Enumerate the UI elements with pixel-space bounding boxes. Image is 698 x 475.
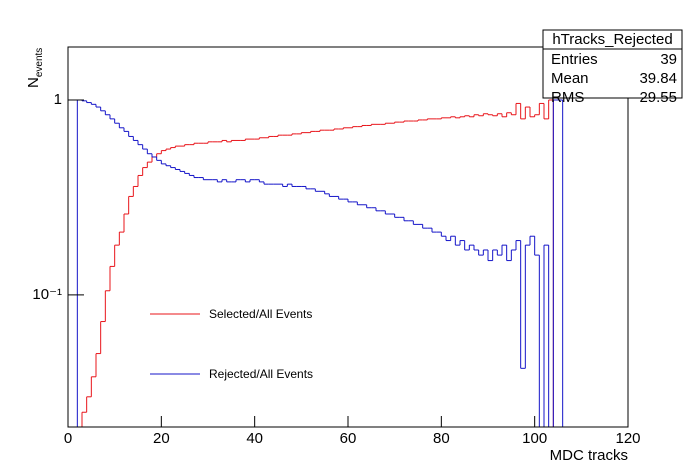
x-tick-label: 40 xyxy=(246,430,263,447)
x-tick-label: 120 xyxy=(615,430,640,447)
x-axis-label: MDC tracks xyxy=(550,447,628,464)
y-tick-label: 10⁻¹ xyxy=(32,286,62,303)
stats-key: Mean xyxy=(551,70,589,87)
y-tick-label: 1 xyxy=(54,91,62,108)
stats-frame xyxy=(542,29,683,99)
x-tick-label: 80 xyxy=(433,430,450,447)
legend-label: Rejected/All Events xyxy=(209,367,313,381)
stats-box: hTracks_Rejected Entries 39 Mean 39.84 RMS 29.… xyxy=(542,29,683,106)
y-label-sub: events xyxy=(34,48,45,77)
plot-area xyxy=(76,99,564,427)
stats-key: RMS xyxy=(551,89,584,106)
y-axis-label: Nevents xyxy=(25,48,45,88)
stats-key: Entries xyxy=(551,51,598,68)
stats-title: hTracks_Rejected xyxy=(552,31,672,48)
x-tick-label: 60 xyxy=(340,430,357,447)
stats-value: 39 xyxy=(660,51,677,68)
x-tick-label: 100 xyxy=(522,430,547,447)
stats-value: 39.84 xyxy=(639,70,677,87)
stats-value: 29.55 xyxy=(639,89,677,106)
legend-label: Selected/All Events xyxy=(209,307,312,321)
y-label-main: N xyxy=(25,77,42,88)
x-tick-label: 20 xyxy=(153,430,170,447)
x-tick-label: 0 xyxy=(64,430,72,447)
